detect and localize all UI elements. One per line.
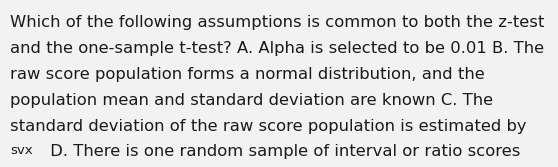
Text: population mean and standard deviation are known C. The: population mean and standard deviation a… <box>10 93 493 108</box>
Text: D. There is one random sample of interval or ratio scores: D. There is one random sample of interva… <box>45 144 520 159</box>
Text: standard deviation of the raw score population is estimated by: standard deviation of the raw score popu… <box>10 119 527 134</box>
Text: and the one-sample t-test? A. Alpha is selected to be 0.01 B. The: and the one-sample t-test? A. Alpha is s… <box>10 41 544 56</box>
Text: Which of the following assumptions is common to both the z-test: Which of the following assumptions is co… <box>10 15 545 30</box>
Text: raw score population forms a normal distribution, and the: raw score population forms a normal dist… <box>10 67 485 82</box>
Text: svx: svx <box>10 144 33 157</box>
